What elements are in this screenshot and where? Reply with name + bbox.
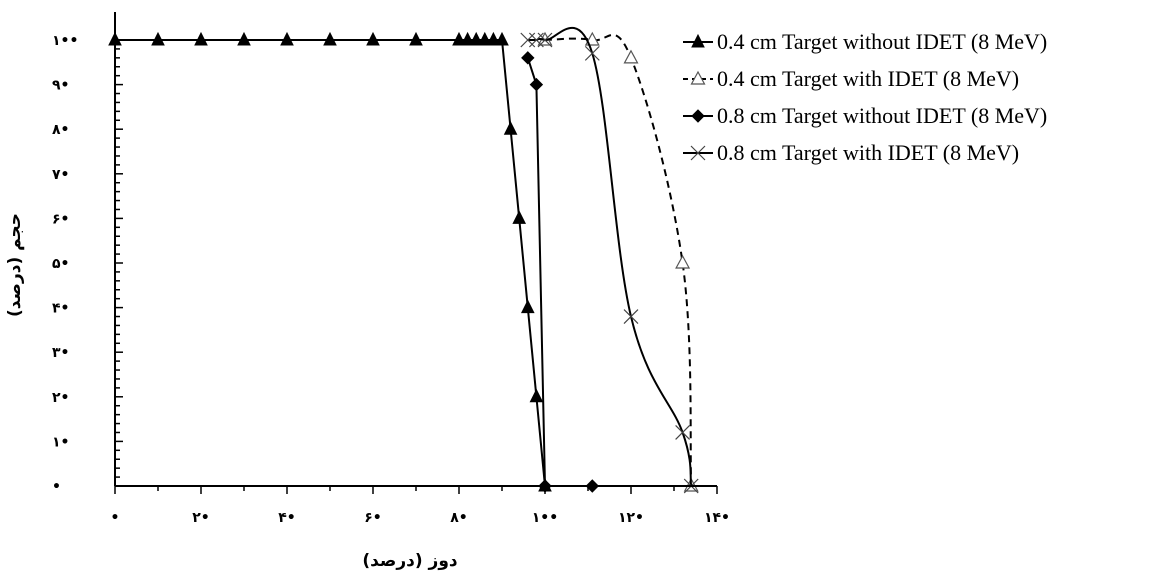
x-tick-label: ۴• [278,510,296,526]
filled-triangle-marker [486,31,501,46]
y-tick-label: ۴• [52,301,70,317]
filled-triangle-marker [323,31,337,46]
y-tick-label: ۷• [52,167,70,183]
x-marker [675,425,691,440]
filled-triangle-marker [409,31,423,46]
open-triangle-marker [623,49,639,64]
filled-triangle-marker [280,31,294,46]
filled-triangle-marker [520,299,535,314]
y-tick-label: ۵• [52,256,70,272]
series-2 [537,31,699,492]
series-line-1 [115,39,546,487]
legend-open-triangle-marker [690,70,706,85]
legend-item-4: 0.8 cm Target with IDET (8 MeV) [683,140,1019,165]
x-tick-label: ۱•• [532,510,558,526]
filled-diamond-marker [529,77,544,92]
filled-triangle-marker [366,31,380,46]
filled-triangle-marker [512,210,527,224]
y-tick-label: ۸• [52,122,70,138]
y-tick-label: ۹• [52,78,70,94]
x-tick-label: ۱۴• [704,510,730,526]
legend-x-marker [690,145,706,161]
y-tick-label: ۱• [52,434,70,450]
filled-triangle-marker [477,31,492,46]
y-tick-label: ۳• [52,345,70,361]
legend-item-3: 0.8 cm Target without IDET (8 MeV) [683,103,1047,128]
legend-label: 0.4 cm Target with IDET (8 MeV) [717,66,1019,91]
filled-triangle-marker [237,31,251,46]
series-4 [520,26,699,494]
legend-label: 0.8 cm Target with IDET (8 MeV) [717,140,1019,165]
filled-triangle-marker [469,31,484,46]
x-tick-label: ۱۲• [618,510,644,526]
y-tick-label: • [52,479,61,495]
axes: • ۲• ۴• ۶• ۸• ۱•• ۱۲• ۱۴• • ۱• ۲• ۳• ۴• ۵• ۶• ۷• ۸• ۹• ۱•• [52,12,730,526]
x-axis-title: دوز (درصد) [362,551,458,571]
series-line-2 [544,34,693,487]
filled-triangle-marker [529,388,544,403]
legend-filled-diamond-marker [691,109,705,123]
filled-triangle-marker [194,31,208,46]
x-tick-label: ۲• [192,510,210,526]
x-marker [584,45,600,61]
legend-label: 0.8 cm Target without IDET (8 MeV) [717,103,1047,128]
legend-item-2: 0.4 cm Target with IDET (8 MeV) [683,66,1019,91]
filled-diamond-marker [521,51,535,65]
legend-filled-triangle-marker [691,33,705,48]
x-tick-label: ۶• [364,510,382,526]
filled-triangle-marker [460,31,475,46]
series-3 [521,51,600,493]
x-marker [623,309,639,324]
series-line-3 [526,57,593,487]
filled-triangle-marker [452,31,466,46]
legend: 0.4 cm Target without IDET (8 MeV) 0.4 cm… [683,29,1047,165]
x-tick-label: ۸• [450,510,468,526]
y-axis-title: حجم (درصد) [5,213,25,317]
open-triangle-marker [675,254,691,269]
filled-triangle-marker [151,31,165,46]
filled-triangle-marker [495,31,509,46]
legend-item-1: 0.4 cm Target without IDET (8 MeV) [683,29,1047,54]
y-tick-label: ۲• [52,390,70,406]
filled-triangle-marker [503,121,518,135]
y-tick-label: ۶• [52,211,70,227]
series-1 [108,31,552,492]
x-tick-label: • [111,510,120,526]
plot-area [108,26,699,494]
series-line-4 [527,26,693,487]
x-marker [537,32,553,48]
legend-label: 0.4 cm Target without IDET (8 MeV) [717,29,1047,54]
y-tick-label: ۱•• [52,33,78,49]
